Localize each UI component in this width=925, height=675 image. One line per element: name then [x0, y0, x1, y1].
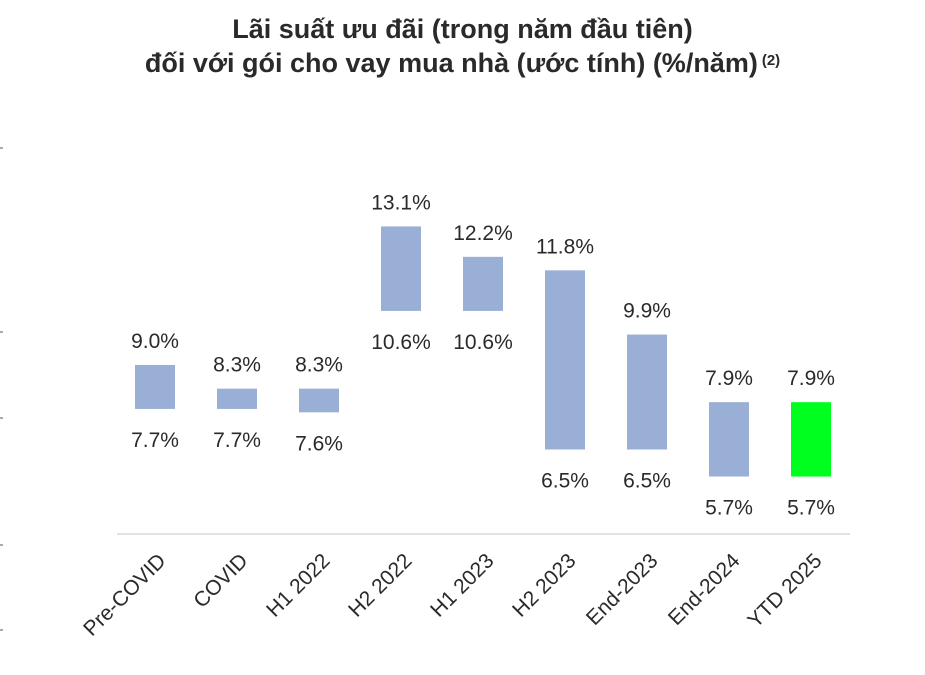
category-label-3: H2 2022 [344, 549, 416, 621]
high-label-4: 12.2% [453, 222, 513, 245]
title-line-2: đối với gói cho vay mua nhà (ước tính) (… [0, 46, 925, 80]
high-label-2: 8.3% [295, 354, 343, 377]
value-labels-group: 9.0% 7.7% 8.3% 7.7% 8.3% 7.6% 13.1% 10.6% 12.2% 1… [131, 191, 835, 519]
category-label-0: Pre-COVID [79, 549, 170, 640]
chart-title: Lãi suất ưu đãi (trong năm đầu tiên) đối… [0, 12, 925, 80]
low-label-1: 7.7% [213, 429, 261, 452]
category-label-5: H2 2023 [508, 549, 580, 621]
category-label-1: COVID [189, 549, 252, 612]
low-label-0: 7.7% [131, 429, 179, 452]
low-label-7: 5.7% [705, 497, 753, 520]
high-label-0: 9.0% [131, 330, 179, 353]
high-label-5: 11.8% [536, 235, 594, 258]
low-label-5: 6.5% [541, 470, 589, 493]
low-label-3: 10.6% [371, 331, 431, 354]
high-label-6: 9.9% [623, 300, 671, 323]
bars-group [135, 226, 831, 477]
category-labels-group: Pre-COVID COVID H1 2022 H2 2022 H1 2023 H2 20… [79, 549, 826, 641]
title-line-1: Lãi suất ưu đãi (trong năm đầu tiên) [232, 14, 693, 44]
bar-4 [463, 256, 503, 311]
bar-6 [627, 334, 667, 450]
title-line-2-text: đối với gói cho vay mua nhà (ước tính) (… [144, 48, 758, 78]
title-footnote: (2) [761, 52, 781, 69]
bar-8 [791, 402, 831, 477]
category-label-8: YTD 2025 [743, 549, 826, 632]
low-label-8: 5.7% [787, 497, 835, 520]
bar-0 [135, 365, 175, 409]
high-label-3: 13.1% [371, 191, 431, 214]
high-label-1: 8.3% [213, 354, 261, 377]
low-label-2: 7.6% [295, 432, 343, 455]
left-edge-ticks [0, 147, 3, 631]
category-label-7: End-2024 [664, 549, 745, 630]
bar-2 [299, 388, 339, 413]
low-label-4: 10.6% [453, 331, 513, 354]
bar-7 [709, 402, 749, 477]
category-label-6: End-2023 [582, 549, 663, 630]
bar-5 [545, 270, 585, 450]
category-label-4: H1 2023 [426, 549, 498, 621]
bar-3 [381, 226, 421, 311]
category-label-2: H1 2022 [262, 549, 334, 621]
low-label-6: 6.5% [623, 470, 671, 493]
high-label-7: 7.9% [705, 367, 753, 390]
bar-1 [217, 388, 257, 409]
high-label-8: 7.9% [787, 367, 835, 390]
